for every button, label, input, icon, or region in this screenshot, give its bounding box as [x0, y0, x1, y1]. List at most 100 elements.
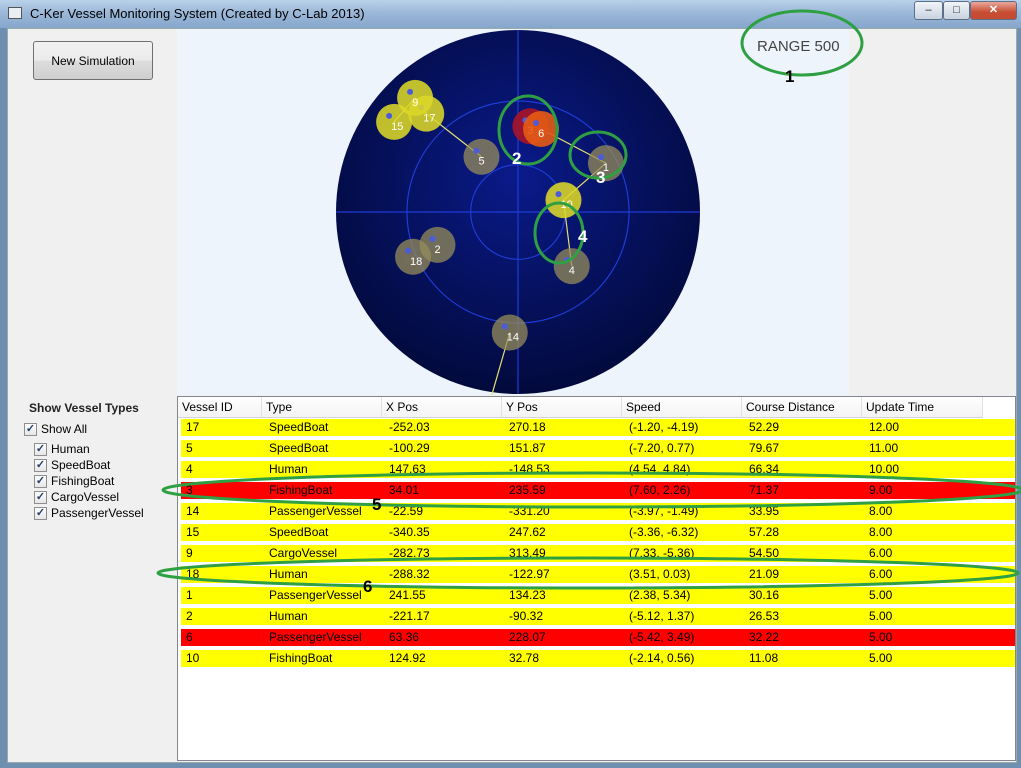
table-cell: 5.00 — [869, 609, 893, 623]
vessel-id-label: 6 — [538, 128, 544, 140]
column-header[interactable]: Course Distance — [742, 397, 862, 417]
table-cell: 124.92 — [389, 651, 426, 665]
column-header[interactable]: X Pos — [382, 397, 502, 417]
radar-display[interactable]: 17543141591812610 — [177, 29, 849, 395]
table-row[interactable]: 4 Human 147.63 -148.53 (4.54, 4.84) 66.34 10.0… — [181, 461, 1015, 478]
table-row[interactable]: 2 Human -221.17 -90.32 (-5.12, 1.37) 26.53 5.0… — [181, 608, 1015, 625]
table-cell: 14 — [186, 504, 200, 518]
table-cell: 21.09 — [749, 567, 780, 581]
close-button[interactable]: ✕ — [970, 1, 1017, 20]
checkbox-check-icon[interactable]: ✓ — [34, 474, 47, 488]
table-cell: 79.67 — [749, 441, 780, 455]
filter-checkbox-human[interactable]: ✓ Human — [34, 441, 170, 457]
title-bar[interactable]: C-Ker Vessel Monitoring System (Created … — [0, 0, 1021, 28]
table-cell: (4.54, 4.84) — [629, 462, 691, 476]
radar-panel: 17543141591812610 RANGE 500 — [177, 29, 849, 395]
vessel-table[interactable]: Vessel ID Type X Pos Y Pos Speed Course Dista… — [177, 396, 1016, 761]
filter-label: Human — [51, 442, 90, 456]
table-row[interactable]: 17 SpeedBoat -252.03 270.18 (-1.20, -4.19) 52… — [181, 419, 1015, 436]
table-row[interactable]: 3 FishingBoat 34.01 235.59 (7.60, 2.26) 71.37… — [181, 482, 1015, 499]
column-header[interactable]: Y Pos — [502, 397, 622, 417]
table-cell: PassengerVessel — [269, 504, 362, 518]
column-header[interactable]: Update Time — [862, 397, 983, 417]
table-cell: 151.87 — [509, 441, 546, 455]
vessel-id-label: 4 — [569, 265, 575, 277]
table-cell: 9.00 — [869, 483, 893, 497]
vessel-id-label: 5 — [478, 156, 484, 168]
table-cell: 147.63 — [389, 462, 426, 476]
checkbox-check-icon[interactable]: ✓ — [34, 442, 47, 456]
table-cell: (2.38, 5.34) — [629, 588, 691, 602]
minimize-button[interactable]: – — [914, 1, 943, 20]
table-cell: 270.18 — [509, 420, 546, 434]
column-header[interactable]: Vessel ID — [178, 397, 262, 417]
vessel-marker-2[interactable] — [419, 226, 456, 263]
maximize-button[interactable]: □ — [943, 1, 970, 20]
table-cell: 6 — [186, 630, 193, 644]
table-cell: 10 — [186, 651, 200, 665]
new-simulation-button[interactable]: New Simulation — [33, 41, 153, 80]
window-title: C-Ker Vessel Monitoring System (Created … — [30, 6, 365, 21]
table-row[interactable]: 18 Human -288.32 -122.97 (3.51, 0.03) 21.09 6.… — [181, 566, 1015, 583]
vessel-heading-dot — [473, 147, 480, 154]
checkbox-check-icon[interactable]: ✓ — [34, 490, 47, 504]
table-cell: -100.29 — [389, 441, 430, 455]
table-row[interactable]: 5 SpeedBoat -100.29 151.87 (-7.20, 0.77) 79.6… — [181, 440, 1015, 457]
table-row[interactable]: 10 FishingBoat 124.92 32.78 (-2.14, 0.56) 11.… — [181, 650, 1015, 667]
table-cell: 9 — [186, 546, 193, 560]
table-body: 17 SpeedBoat -252.03 270.18 (-1.20, -4.19) 52… — [181, 419, 1015, 671]
table-cell: 11.08 — [749, 651, 779, 665]
checkbox-check-icon[interactable]: ✓ — [34, 506, 47, 520]
table-cell: PassengerVessel — [269, 588, 362, 602]
show-all-checkbox[interactable]: ✓ Show All — [24, 421, 170, 437]
filter-checkbox-fishingboat[interactable]: ✓ FishingBoat — [34, 473, 170, 489]
vessel-marker-5[interactable] — [463, 138, 500, 175]
vessel-id-label: 15 — [391, 121, 403, 133]
vessel-id-label: 10 — [560, 199, 572, 211]
table-cell: 71.37 — [749, 483, 780, 497]
vessel-id-label: 1 — [603, 162, 609, 174]
column-header[interactable]: Speed — [622, 397, 742, 417]
table-cell: Human — [269, 609, 308, 623]
table-cell: 2 — [186, 609, 193, 623]
vessel-marker-9[interactable] — [397, 79, 434, 116]
table-cell: 313.49 — [509, 546, 546, 560]
filter-checkbox-speedboat[interactable]: ✓ SpeedBoat — [34, 457, 170, 473]
app-icon — [8, 7, 22, 19]
table-cell: (-7.20, 0.77) — [629, 441, 695, 455]
vessel-id-label: 9 — [412, 97, 418, 109]
filter-title: Show Vessel Types — [29, 401, 139, 415]
main-client-area: New Simulation 17543141591812610 RANGE 5… — [7, 28, 1017, 763]
table-cell: 15 — [186, 525, 200, 539]
table-cell: 5.00 — [869, 588, 893, 602]
vessel-heading-dot — [533, 119, 540, 126]
table-cell: CargoVessel — [269, 546, 338, 560]
vessel-marker-14[interactable] — [491, 314, 528, 351]
vessel-heading-dot — [429, 235, 436, 242]
table-cell: -221.17 — [389, 609, 430, 623]
table-cell: 32.78 — [509, 651, 540, 665]
checkbox-check-icon[interactable]: ✓ — [24, 422, 37, 436]
table-cell: -90.32 — [509, 609, 544, 623]
table-row[interactable]: 14 PassengerVessel -22.59 -331.20 (-3.97, -1… — [181, 503, 1015, 520]
vessel-heading-dot — [407, 88, 414, 95]
table-cell: -122.97 — [509, 567, 550, 581]
table-row[interactable]: 9 CargoVessel -282.73 313.49 (7.33, -5.36) 54… — [181, 545, 1015, 562]
vessel-id-label: 2 — [434, 244, 440, 256]
filter-checkbox-passengervessel[interactable]: ✓ PassengerVessel — [34, 505, 170, 521]
column-header[interactable]: Type — [262, 397, 382, 417]
filter-label: PassengerVessel — [51, 506, 144, 520]
table-cell: -252.03 — [389, 420, 430, 434]
vessel-heading-dot — [555, 191, 562, 198]
vessel-marker-15[interactable] — [376, 103, 413, 140]
table-row[interactable]: 15 SpeedBoat -340.35 247.62 (-3.36, -6.32) 57… — [181, 524, 1015, 541]
table-cell: -288.32 — [389, 567, 430, 581]
checkbox-check-icon[interactable]: ✓ — [34, 458, 47, 472]
table-row[interactable]: 1 PassengerVessel 241.55 134.23 (2.38, 5.34)… — [181, 587, 1015, 604]
table-row[interactable]: 6 PassengerVessel 63.36 228.07 (-5.42, 3.49)… — [181, 629, 1015, 646]
filter-checkbox-cargovessel[interactable]: ✓ CargoVessel — [34, 489, 170, 505]
table-cell: 18 — [186, 567, 200, 581]
table-cell: 5 — [186, 441, 193, 455]
vessel-heading-dot — [405, 247, 412, 254]
